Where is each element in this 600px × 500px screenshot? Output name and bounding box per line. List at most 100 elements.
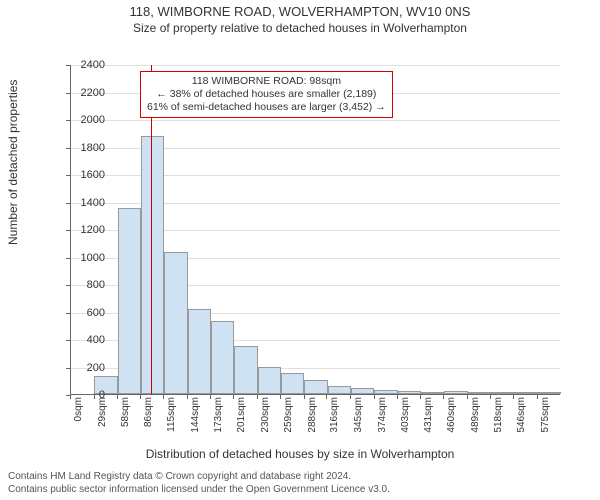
- x-tick-label: 518sqm: [493, 397, 504, 433]
- x-tick-mark: [94, 395, 95, 399]
- y-axis-label: Number of detached properties: [6, 80, 20, 245]
- histogram-bar: [304, 380, 327, 394]
- grid-line: [71, 65, 560, 66]
- x-tick-label: 144sqm: [190, 397, 201, 433]
- y-tick-label: 1800: [75, 142, 105, 154]
- x-tick-mark: [513, 395, 514, 399]
- y-tick-label: 600: [75, 307, 105, 319]
- x-tick-mark: [210, 395, 211, 399]
- grid-line: [71, 120, 560, 121]
- y-tick-label: 800: [75, 279, 105, 291]
- x-tick-mark: [117, 395, 118, 399]
- x-tick-mark: [374, 395, 375, 399]
- x-tick-mark: [70, 395, 71, 399]
- y-tick-mark: [66, 230, 70, 231]
- histogram-bar: [514, 392, 537, 394]
- annotation-line: 61% of semi-detached houses are larger (…: [147, 101, 386, 114]
- y-tick-label: 2000: [75, 114, 105, 126]
- y-tick-mark: [66, 285, 70, 286]
- histogram-bar: [444, 391, 467, 394]
- histogram-bar: [141, 136, 164, 395]
- y-tick-label: 1600: [75, 169, 105, 181]
- x-tick-mark: [257, 395, 258, 399]
- histogram-bar: [188, 309, 211, 394]
- x-tick-label: 403sqm: [400, 397, 411, 433]
- histogram-bar: [421, 392, 444, 394]
- annotation-box: 118 WIMBORNE ROAD: 98sqm← 38% of detache…: [140, 71, 393, 118]
- histogram-bar: [164, 252, 187, 394]
- x-axis-label: Distribution of detached houses by size …: [0, 447, 600, 461]
- histogram-bar: [258, 367, 281, 395]
- y-tick-label: 1000: [75, 252, 105, 264]
- x-tick-label: 288sqm: [307, 397, 318, 433]
- x-tick-mark: [140, 395, 141, 399]
- x-tick-mark: [490, 395, 491, 399]
- x-tick-label: 115sqm: [166, 397, 177, 432]
- y-tick-label: 200: [75, 362, 105, 374]
- histogram-bar: [398, 391, 421, 394]
- annotation-line: ← 38% of detached houses are smaller (2,…: [147, 88, 386, 101]
- x-tick-label: 431sqm: [423, 397, 434, 433]
- y-tick-label: 2400: [75, 59, 105, 71]
- y-tick-mark: [66, 93, 70, 94]
- y-tick-mark: [66, 175, 70, 176]
- x-tick-mark: [163, 395, 164, 399]
- x-tick-label: 58sqm: [120, 397, 131, 427]
- x-tick-mark: [233, 395, 234, 399]
- y-tick-mark: [66, 120, 70, 121]
- footer-line-2: Contains public sector information licen…: [8, 484, 390, 497]
- y-tick-mark: [66, 258, 70, 259]
- x-tick-mark: [187, 395, 188, 399]
- y-tick-mark: [66, 203, 70, 204]
- x-tick-mark: [467, 395, 468, 399]
- histogram-bar: [351, 388, 374, 394]
- annotation-line: 118 WIMBORNE ROAD: 98sqm: [147, 75, 386, 88]
- chart-container: Number of detached properties 118 WIMBOR…: [0, 35, 600, 455]
- x-tick-label: 489sqm: [470, 397, 481, 433]
- y-tick-mark: [66, 368, 70, 369]
- x-tick-label: 0sqm: [73, 397, 84, 421]
- y-tick-mark: [66, 65, 70, 66]
- footer-line-1: Contains HM Land Registry data © Crown c…: [8, 471, 390, 484]
- x-tick-mark: [326, 395, 327, 399]
- x-tick-label: 201sqm: [236, 397, 247, 433]
- x-tick-label: 345sqm: [353, 397, 364, 433]
- x-tick-mark: [397, 395, 398, 399]
- x-tick-label: 29sqm: [97, 397, 108, 427]
- histogram-bar: [374, 390, 397, 394]
- histogram-bar: [538, 392, 561, 394]
- title-line-2: Size of property relative to detached ho…: [0, 21, 600, 35]
- histogram-bar: [468, 392, 491, 394]
- histogram-bar: [281, 373, 304, 394]
- x-tick-mark: [350, 395, 351, 399]
- histogram-bar: [328, 386, 351, 394]
- x-tick-label: 374sqm: [377, 397, 388, 433]
- y-tick-mark: [66, 340, 70, 341]
- x-tick-mark: [537, 395, 538, 399]
- x-tick-label: 230sqm: [260, 397, 271, 433]
- histogram-bar: [118, 208, 141, 394]
- histogram-bar: [491, 392, 514, 394]
- x-tick-mark: [304, 395, 305, 399]
- y-tick-label: 2200: [75, 87, 105, 99]
- x-tick-mark: [280, 395, 281, 399]
- chart-titles: 118, WIMBORNE ROAD, WOLVERHAMPTON, WV10 …: [0, 4, 600, 35]
- histogram-bar: [234, 346, 257, 394]
- x-tick-mark: [420, 395, 421, 399]
- footer-attribution: Contains HM Land Registry data © Crown c…: [8, 471, 390, 496]
- x-tick-label: 460sqm: [446, 397, 457, 433]
- y-tick-label: 400: [75, 334, 105, 346]
- x-tick-label: 173sqm: [213, 397, 224, 433]
- x-tick-label: 575sqm: [540, 397, 551, 433]
- x-tick-label: 316sqm: [329, 397, 340, 433]
- y-tick-mark: [66, 313, 70, 314]
- x-tick-label: 86sqm: [143, 397, 154, 427]
- histogram-bar: [211, 321, 234, 394]
- y-tick-mark: [66, 148, 70, 149]
- x-tick-label: 546sqm: [516, 397, 527, 433]
- y-tick-label: 1400: [75, 197, 105, 209]
- title-line-1: 118, WIMBORNE ROAD, WOLVERHAMPTON, WV10 …: [0, 4, 600, 19]
- x-tick-mark: [443, 395, 444, 399]
- y-tick-label: 1200: [75, 224, 105, 236]
- x-tick-label: 259sqm: [283, 397, 294, 433]
